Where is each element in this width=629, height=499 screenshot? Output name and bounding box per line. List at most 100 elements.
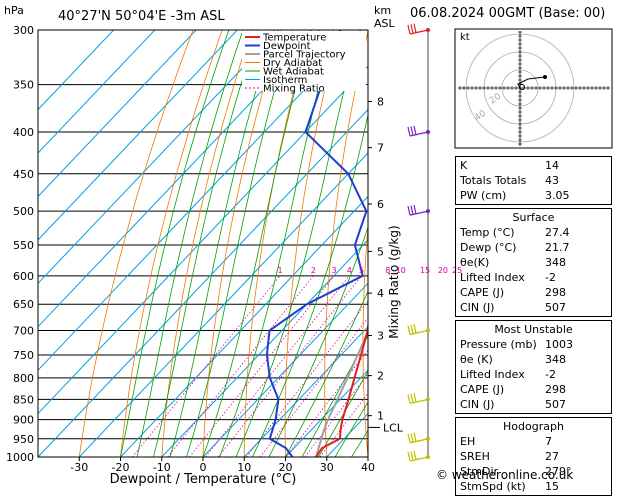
- wind-barb: [408, 393, 430, 403]
- wind-barb-feather: [411, 206, 413, 215]
- index-row: θe(K) 348: [460, 255, 607, 270]
- wind-barb-dot: [426, 209, 430, 213]
- wind-barb-dot: [426, 28, 430, 32]
- x-tick-label: 20: [279, 461, 293, 474]
- index-value: 348: [545, 352, 607, 367]
- mixing-ratio-label: 8: [385, 266, 390, 275]
- index-value: 3.05: [545, 188, 607, 203]
- asl-label: ASL: [374, 17, 396, 30]
- wind-barb-feather: [408, 206, 410, 215]
- wind-barb-feather: [408, 326, 410, 335]
- hpa-label: hPa: [4, 4, 24, 17]
- lcl-label: LCL: [383, 421, 404, 434]
- x-tick-label: 30: [320, 461, 334, 474]
- wind-barb-dot: [426, 329, 430, 333]
- wind-barb-feather: [408, 452, 410, 461]
- index-row: PW (cm)3.05: [460, 188, 607, 203]
- wind-barb: [408, 451, 430, 461]
- index-label: Temp (°C): [460, 225, 515, 240]
- index-row: Lifted Index-2: [460, 270, 607, 285]
- mixing-ratio-label: 20: [438, 266, 448, 275]
- index-label: Totals Totals: [460, 173, 526, 188]
- wind-barb-feather: [411, 126, 413, 135]
- mixing-ratio-label: 5: [359, 266, 364, 275]
- hodograph-unit-label: kt: [460, 32, 470, 43]
- wind-barb: [408, 324, 430, 334]
- wind-barb: [408, 24, 430, 34]
- index-label: CAPE (J): [460, 285, 504, 300]
- km-tick-label: 7: [377, 142, 384, 155]
- km-tick-label: 3: [377, 330, 384, 343]
- wind-barb-feather: [411, 451, 413, 460]
- wind-barb-feather: [414, 433, 416, 442]
- wind-barb-feather: [414, 393, 416, 402]
- index-label: Dewp (°C): [460, 240, 516, 255]
- x-tick-label: 10: [237, 461, 251, 474]
- index-row: θe (K)348: [460, 352, 607, 367]
- index-label: θe(K): [460, 255, 489, 270]
- hodograph-title: Hodograph: [460, 419, 607, 434]
- pressure-tick-label: 900: [13, 414, 34, 427]
- index-row: CAPE (J) 298: [460, 285, 607, 300]
- wind-barb-feather: [408, 394, 410, 403]
- index-value: 507: [545, 397, 607, 412]
- pressure-tick-label: 550: [13, 239, 34, 252]
- x-tick-label: -30: [70, 461, 88, 474]
- index-row: CAPE (J) 298: [460, 382, 607, 397]
- wind-barb-feather: [414, 324, 416, 333]
- mixing-ratio-label: 3: [332, 266, 337, 275]
- x-tick-label: -10: [153, 461, 171, 474]
- wind-barb: [408, 205, 430, 215]
- km-tick-label: 2: [377, 370, 384, 383]
- most-unstable-title: Most Unstable: [460, 322, 607, 337]
- index-label: Pressure (mb): [460, 337, 537, 352]
- pressure-tick-label: 400: [13, 126, 34, 139]
- index-value: 7: [545, 434, 607, 449]
- wind-barb-feather: [411, 24, 413, 33]
- pressure-tick-label: 500: [13, 205, 34, 218]
- index-label: CAPE (J): [460, 382, 504, 397]
- index-row: CIN (J) 507: [460, 397, 607, 412]
- index-value: 14: [545, 158, 607, 173]
- index-label: CIN (J): [460, 397, 494, 412]
- mixing-ratio-line: [168, 276, 314, 457]
- index-value: 27: [545, 449, 607, 464]
- index-row: Pressure (mb) 1003: [460, 337, 607, 352]
- surface-title: Surface: [460, 210, 607, 225]
- pressure-tick-label: 350: [13, 79, 34, 92]
- mixing-ratio-line: [286, 276, 425, 457]
- index-row: CIN (J)507: [460, 300, 607, 315]
- index-value: 1003: [545, 337, 607, 352]
- hodograph-frame: [455, 29, 612, 148]
- wind-barb-feather: [414, 24, 416, 33]
- wind-barb-feather: [408, 25, 410, 34]
- wind-barb-feather: [408, 434, 410, 443]
- pressure-tick-label: 1000: [6, 451, 34, 464]
- index-value: 298: [545, 382, 607, 397]
- x-tick-label: -20: [112, 461, 130, 474]
- wet-adiabat-line: [121, 0, 253, 457]
- wind-barb-dot: [426, 397, 430, 401]
- wind-barb-feather: [411, 394, 413, 403]
- pressure-tick-label: 450: [13, 168, 34, 181]
- x-tick-label: 0: [200, 461, 207, 474]
- index-value: 298: [545, 285, 607, 300]
- mixing-ratio-line: [132, 276, 280, 457]
- pressure-tick-label: 300: [13, 24, 34, 37]
- mixing-ratio-label: 4: [347, 266, 352, 275]
- dry-adiabat-line: [77, 0, 218, 474]
- isotherm-line: [0, 0, 258, 474]
- index-label: Lifted Index: [460, 270, 525, 285]
- pressure-tick-label: 950: [13, 433, 34, 446]
- pressure-tick-label: 600: [13, 270, 34, 283]
- wind-barb-dot: [426, 437, 430, 441]
- index-row: Dewp (°C)21.7: [460, 240, 607, 255]
- km-tick-label: 4: [377, 287, 384, 300]
- index-value: 348: [545, 255, 607, 270]
- km-tick-label: 8: [377, 95, 384, 108]
- mixing-ratio-label: 2: [311, 266, 316, 275]
